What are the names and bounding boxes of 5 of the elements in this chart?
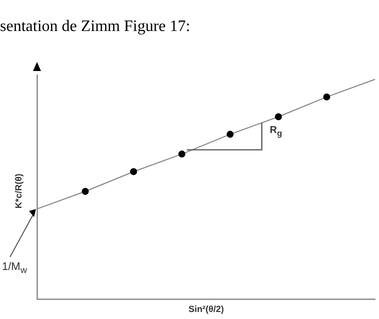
text: 1/M$_{w}$ xyxy=(2,260,27,276)
chart-title: sentation de Zimm Figure 17: xyxy=(0,18,190,36)
x-axis-title: Sin²(θ/2) xyxy=(188,304,224,314)
annotation: R$_{g}$ xyxy=(270,124,282,138)
y-axis-title: K*c/R(θ) xyxy=(12,174,23,208)
